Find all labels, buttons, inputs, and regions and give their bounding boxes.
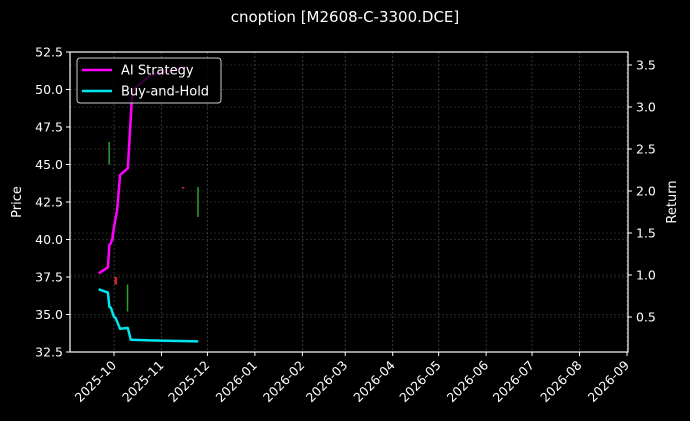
svg-text:50.0: 50.0	[35, 82, 63, 97]
svg-text:AI Strategy: AI Strategy	[121, 64, 194, 79]
svg-text:Buy-and-Hold: Buy-and-Hold	[121, 85, 209, 100]
y-axis-label: Price	[10, 186, 25, 218]
svg-text:1.5: 1.5	[636, 226, 656, 241]
svg-text:3.0: 3.0	[636, 100, 656, 115]
svg-text:2026-02: 2026-02	[260, 358, 308, 406]
svg-text:2.0: 2.0	[636, 184, 656, 199]
svg-text:2026-01: 2026-01	[212, 358, 260, 406]
svg-text:2025-12: 2025-12	[165, 358, 213, 406]
svg-text:2.5: 2.5	[636, 142, 656, 157]
svg-text:37.5: 37.5	[35, 270, 63, 285]
y-axis-right-label: Return	[665, 180, 680, 223]
svg-text:1.0: 1.0	[636, 268, 656, 283]
price-axis: 32.5 35.0 37.5 40.0 42.5 45.0 47.5 50.0 52.5	[35, 45, 70, 360]
svg-text:32.5: 32.5	[35, 345, 63, 360]
svg-text:2025-10: 2025-10	[72, 357, 120, 405]
svg-text:35.0: 35.0	[35, 307, 63, 322]
price-bars	[108, 142, 199, 312]
svg-text:2026-07: 2026-07	[490, 358, 538, 406]
chart-title: cnoption [M2608-C-3300.DCE]	[230, 8, 460, 26]
svg-text:2026-05: 2026-05	[396, 358, 444, 406]
svg-text:40.0: 40.0	[35, 232, 63, 247]
return-axis: 0.5 1.0 1.5 2.0 2.5 3.0 3.5	[628, 58, 656, 325]
svg-text:52.5: 52.5	[35, 45, 63, 60]
svg-text:0.5: 0.5	[636, 310, 656, 325]
svg-text:2026-04: 2026-04	[350, 357, 398, 405]
svg-text:2026-03: 2026-03	[303, 358, 351, 406]
svg-text:2026-08: 2026-08	[537, 357, 585, 405]
svg-text:2025-11: 2025-11	[119, 358, 167, 406]
svg-text:45.0: 45.0	[35, 157, 63, 172]
svg-text:3.5: 3.5	[636, 58, 656, 73]
svg-text:2026-06: 2026-06	[444, 357, 492, 405]
svg-text:42.5: 42.5	[35, 195, 63, 210]
svg-text:2026-09: 2026-09	[585, 357, 633, 405]
legend: AI Strategy Buy-and-Hold	[76, 57, 222, 104]
svg-text:47.5: 47.5	[35, 120, 63, 135]
return-lines	[98, 65, 199, 343]
